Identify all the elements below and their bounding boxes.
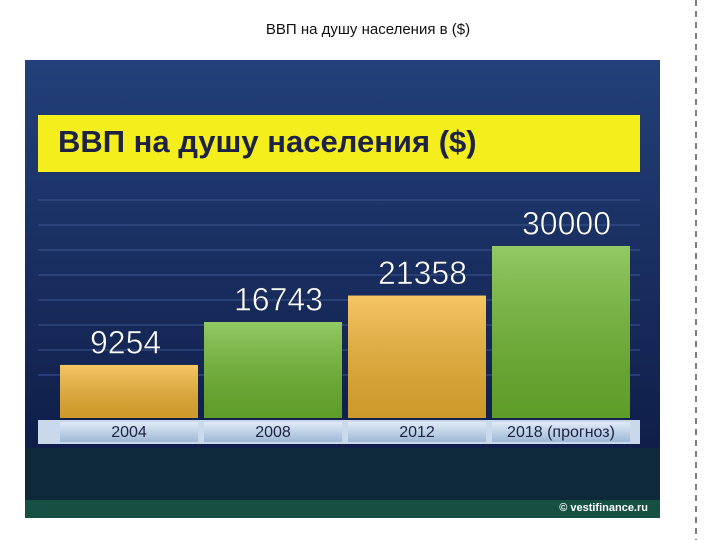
bar-shade <box>492 246 630 418</box>
title-band <box>38 115 640 172</box>
source: © vestifinance.ru <box>559 502 648 514</box>
slide-title: ВВП на душу населения в ($) <box>266 21 470 38</box>
value-label: 21358 <box>378 255 467 291</box>
screen-strip <box>25 500 660 518</box>
bar-shade <box>348 295 486 418</box>
category-cell <box>60 422 198 442</box>
value-label: 30000 <box>522 205 611 241</box>
x-tick-label: 2004 <box>111 424 147 441</box>
category-cell <box>348 422 486 442</box>
value-label: 9254 <box>90 324 161 360</box>
category-cell <box>204 422 342 442</box>
bar-shade <box>60 364 198 418</box>
category-cell <box>492 422 630 442</box>
x-tick-label: 2018 (прогноз) <box>507 424 615 441</box>
value-label: 16743 <box>234 281 323 317</box>
x-tick-label: 2008 <box>255 424 291 441</box>
chart-title: ВВП на душу населения ($) <box>58 124 477 159</box>
x-tick-label: 2012 <box>399 424 435 441</box>
bar-shade <box>204 322 342 418</box>
